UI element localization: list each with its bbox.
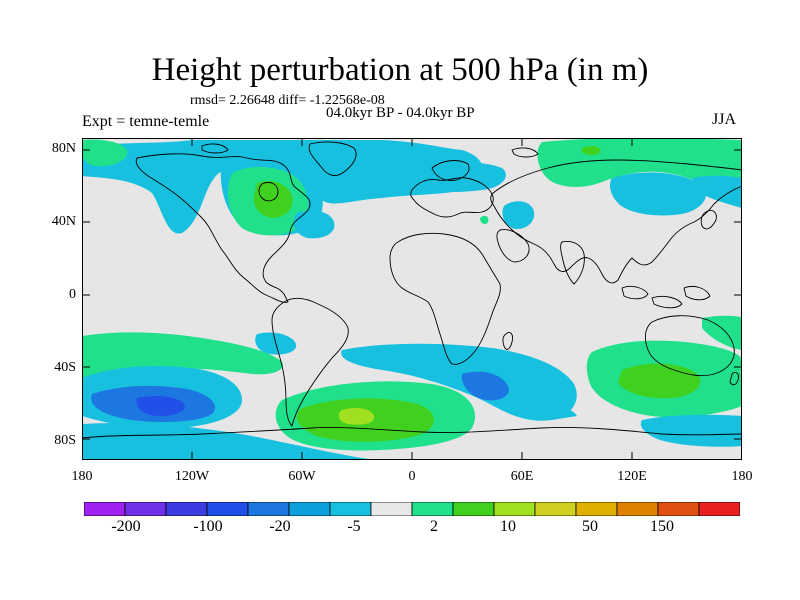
map-frame bbox=[82, 138, 742, 460]
colorbar-swatch bbox=[84, 502, 126, 516]
x-tick-label: 60W bbox=[288, 469, 316, 484]
rmsd-diff-stats: rmsd= 2.26648 diff= -1.22568e-08 bbox=[190, 93, 385, 108]
colorbar-label: 2 bbox=[430, 518, 438, 535]
y-tick-label: 40S bbox=[54, 360, 76, 375]
colorbar-swatch bbox=[411, 502, 454, 516]
time-period-label: 04.0kyr BP - 04.0kyr BP bbox=[326, 105, 475, 121]
y-tick-label: 80S bbox=[54, 433, 76, 448]
colorbar-swatch bbox=[493, 502, 536, 516]
y-tick-label: 40N bbox=[51, 214, 76, 229]
axis-ticks bbox=[82, 138, 742, 460]
colorbar-label: 50 bbox=[582, 518, 598, 535]
colorbar-swatch bbox=[288, 502, 331, 516]
colorbar-swatch bbox=[124, 502, 167, 516]
colorbar-swatch bbox=[657, 502, 700, 516]
colorbar-swatch bbox=[165, 502, 208, 516]
x-tick-label: 180 bbox=[71, 469, 93, 484]
colorbar-label: 150 bbox=[650, 518, 674, 535]
x-tick-label: 0 bbox=[408, 469, 416, 484]
y-tick-label: 0 bbox=[69, 287, 76, 302]
colorbar-swatch bbox=[370, 502, 413, 516]
colorbar-label: -20 bbox=[269, 518, 291, 535]
colorbar-swatch bbox=[616, 502, 659, 516]
x-tick-label: 180 bbox=[731, 469, 753, 484]
colorbar-swatch bbox=[247, 502, 290, 516]
y-tick-label: 80N bbox=[51, 141, 76, 156]
figure-title: Height perturbation at 500 hPa (in m) bbox=[151, 52, 649, 88]
x-tick-label: 120W bbox=[174, 469, 210, 484]
coastlines bbox=[82, 141, 742, 439]
season-label: JJA bbox=[712, 111, 737, 128]
x-tick-label: 60E bbox=[510, 469, 534, 484]
world-map-contour-plot bbox=[82, 138, 742, 460]
colorbar-swatch bbox=[206, 502, 249, 516]
colorbar-label: -200 bbox=[111, 518, 141, 535]
colorbar bbox=[84, 502, 740, 516]
colorbar-label: 10 bbox=[500, 518, 516, 535]
colorbar-swatch bbox=[534, 502, 577, 516]
colorbar-swatch bbox=[329, 502, 372, 516]
x-tick-label: 120E bbox=[617, 469, 647, 484]
colorbar-label: -5 bbox=[347, 518, 361, 535]
experiment-label: Expt = temne-temle bbox=[82, 113, 210, 130]
colorbar-swatch bbox=[452, 502, 495, 516]
colorbar-swatch bbox=[698, 502, 740, 516]
colorbar-swatch bbox=[575, 502, 618, 516]
colorbar-label: -100 bbox=[193, 518, 223, 535]
